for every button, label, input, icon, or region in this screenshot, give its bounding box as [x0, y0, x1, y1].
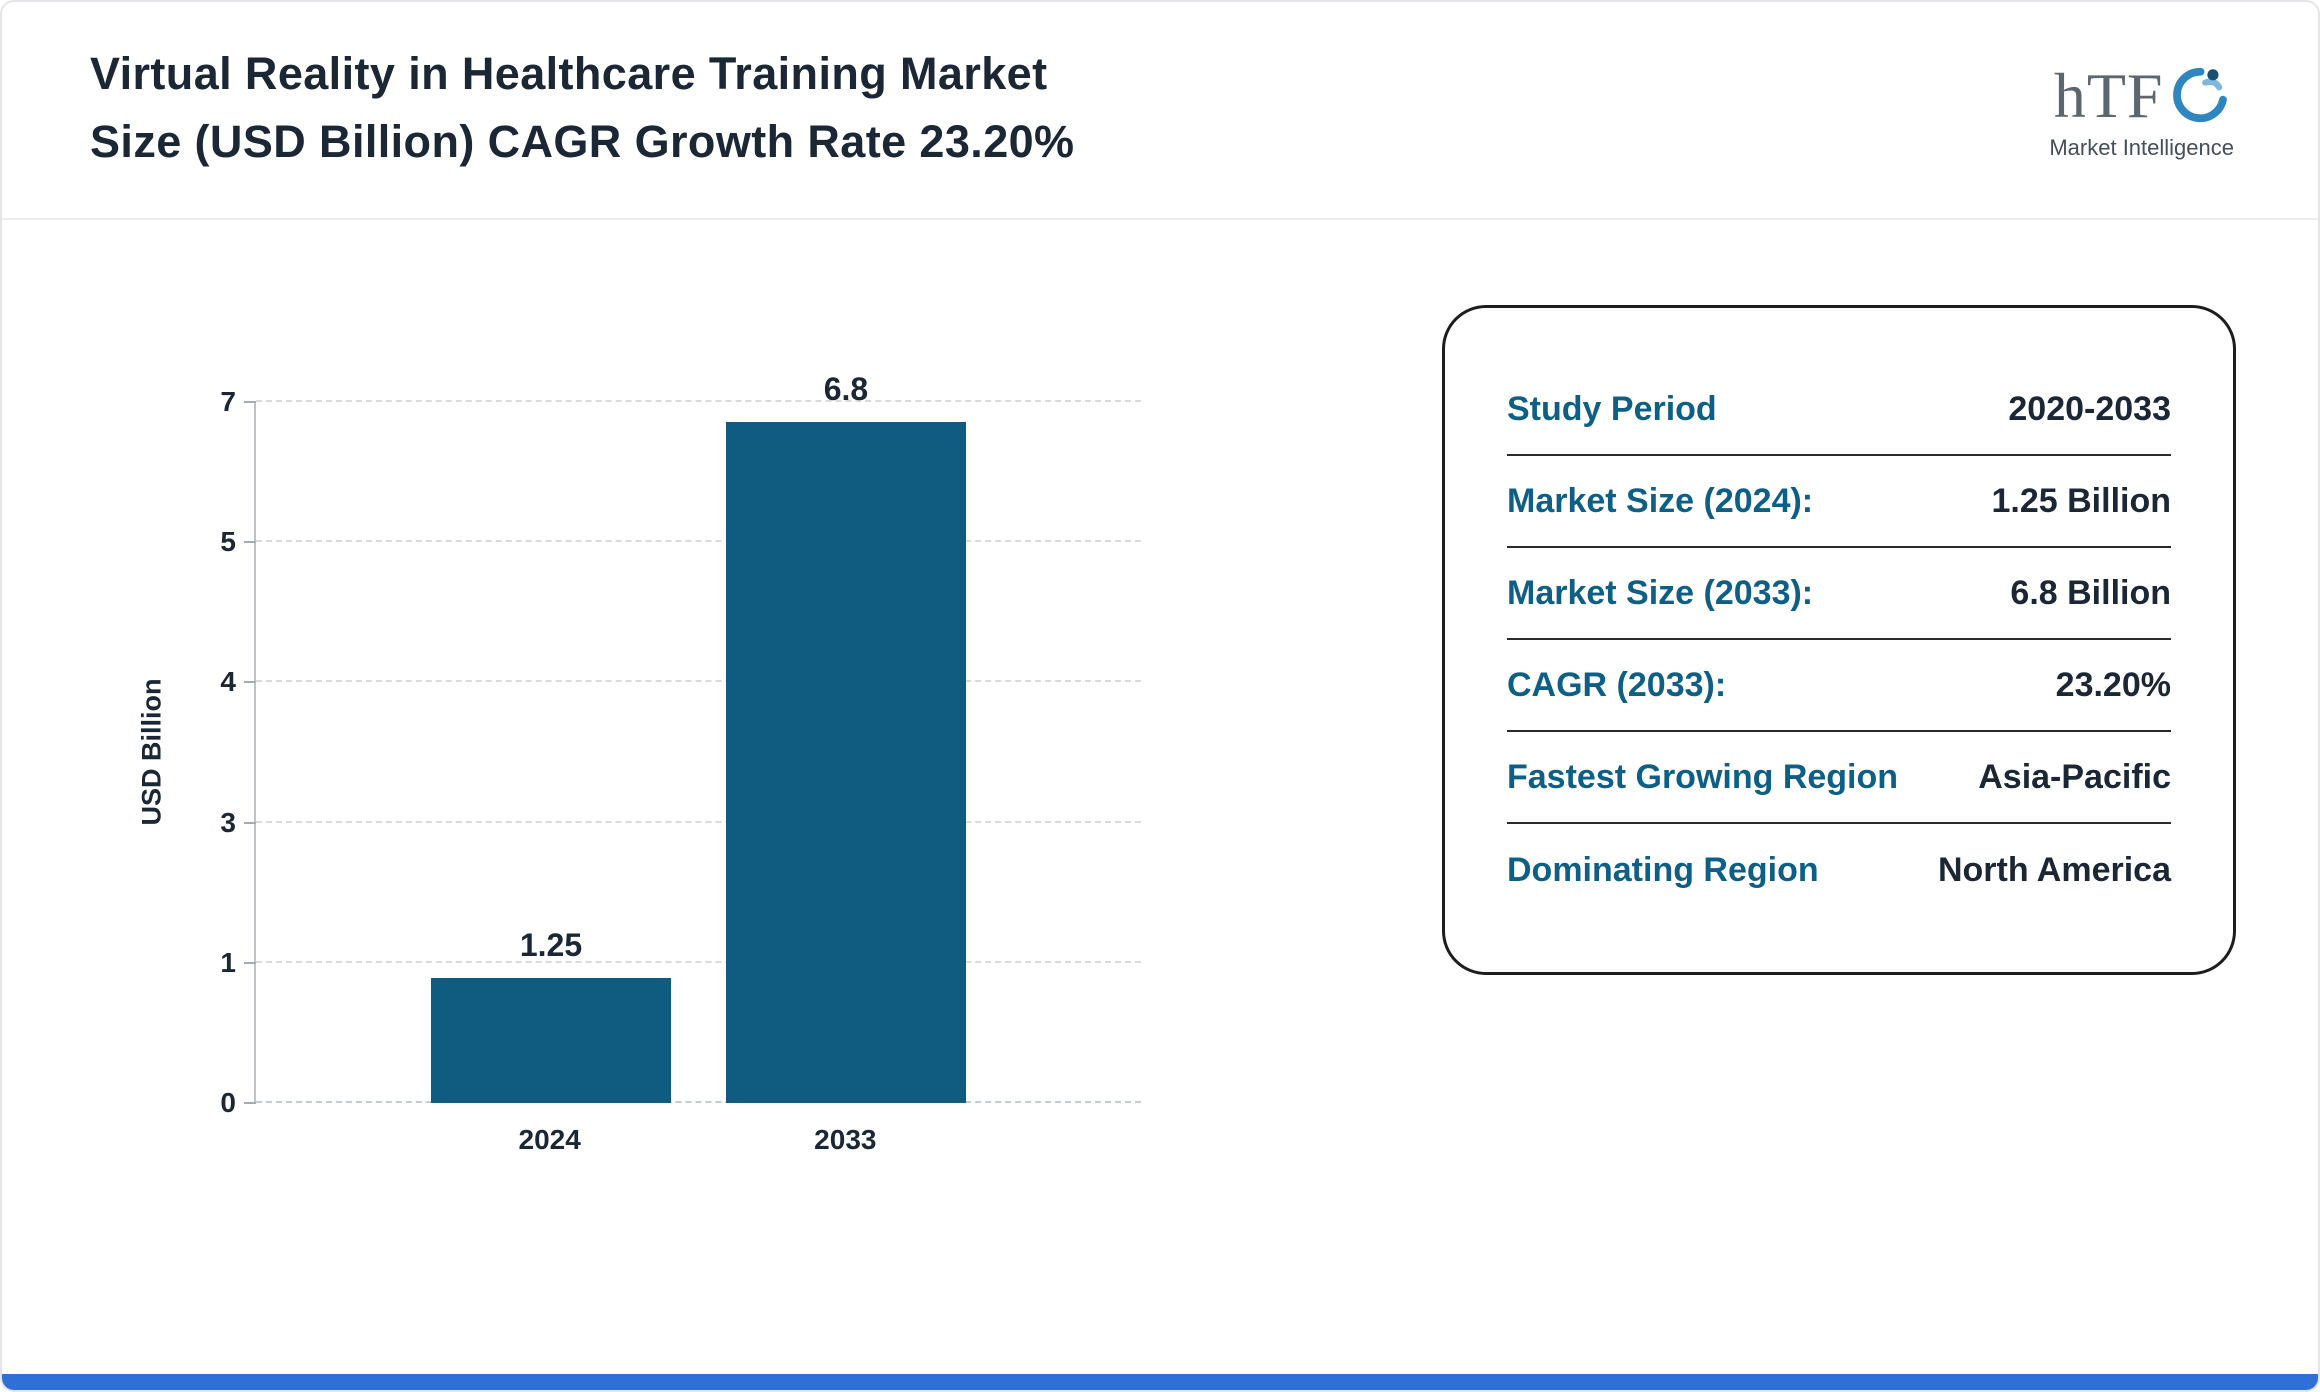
y-axis-tick-label: 5 [220, 526, 236, 558]
gridline [256, 1101, 1141, 1103]
summary-label: Study Period [1507, 389, 1717, 428]
bottom-accent-bar [2, 1374, 2318, 1390]
y-axis-tick-mark [244, 1102, 256, 1104]
swirl-person-icon [2168, 64, 2230, 131]
gridline [256, 400, 1141, 402]
bar-2033 [725, 422, 966, 1103]
brand-logo-mark: hTF [2049, 64, 2234, 131]
y-axis-tick-mark [244, 401, 256, 403]
summary-value: Asia-Pacific [1978, 757, 2171, 796]
page-title-line1: Virtual Reality in Healthcare Training M… [90, 48, 1048, 99]
summary-value: North America [1937, 850, 2171, 889]
summary-value: 6.8 Billion [2010, 573, 2171, 612]
summary-label: Market Size (2024): [1507, 481, 1814, 520]
x-axis-labels: 2024 2033 [254, 1124, 1141, 1168]
y-axis-tick-label: 1 [220, 946, 236, 978]
y-axis-tick-mark [244, 821, 256, 824]
brand-logo: hTF Market Intelligence [2049, 64, 2234, 161]
page-title-line2: Size (USD Billion) CAGR Growth Rate 23.2… [90, 115, 1075, 167]
summary-value: 2020-2033 [2008, 389, 2171, 428]
summary-row-cagr: CAGR (2033): 23.20% [1507, 640, 2171, 732]
summary-label: Market Size (2033): [1507, 573, 1814, 612]
x-axis-tick-label: 2024 [518, 1124, 581, 1155]
bar-chart-plot-area: 0 1 3 4 5 7 1.25 6.8 [220, 371, 1141, 1118]
summary-row-market-size-2024: Market Size (2024): 1.25 Billion [1507, 456, 2171, 548]
y-axis-tick-mark [244, 541, 256, 544]
gridline [256, 680, 1141, 683]
header-divider [2, 218, 2318, 220]
x-axis-tick-label: 2033 [814, 1124, 877, 1155]
bar-value-label: 6.8 [823, 371, 869, 408]
bar-2024 [430, 977, 671, 1103]
bar-value-label: 1.25 [519, 926, 583, 963]
summary-label: Fastest Growing Region [1507, 757, 1899, 796]
brand-logo-subtext: Market Intelligence [2049, 135, 2234, 160]
y-axis-tick-mark [244, 961, 256, 964]
gridline [256, 820, 1141, 823]
summary-value: 1.25 Billion [1991, 481, 2172, 520]
y-axis-label: USD Billion [136, 678, 167, 826]
market-summary-card: Study Period 2020-2033 Market Size (2024… [1442, 305, 2236, 975]
gridline [256, 960, 1141, 963]
summary-row-fastest-growing-region: Fastest Growing Region Asia-Pacific [1507, 732, 2171, 824]
summary-label: CAGR (2033): [1507, 665, 1727, 704]
y-axis-tick-label: 7 [220, 386, 236, 417]
summary-value: 23.20% [2055, 665, 2171, 704]
y-axis-tick-mark [244, 681, 256, 684]
brand-logo-text: hTF [2053, 60, 2164, 131]
page-title: Virtual Reality in Healthcare Training M… [90, 40, 1074, 175]
summary-row-market-size-2033: Market Size (2033): 6.8 Billion [1507, 548, 2171, 640]
gridline [256, 540, 1141, 543]
y-axis-tick-label: 3 [220, 806, 236, 838]
summary-row-study-period: Study Period 2020-2033 [1507, 364, 2171, 456]
summary-label: Dominating Region [1507, 850, 1819, 889]
y-axis-tick-label: 0 [220, 1087, 236, 1118]
summary-row-dominating-region: Dominating Region North America [1507, 824, 2171, 916]
y-axis-tick-label: 4 [220, 666, 236, 698]
